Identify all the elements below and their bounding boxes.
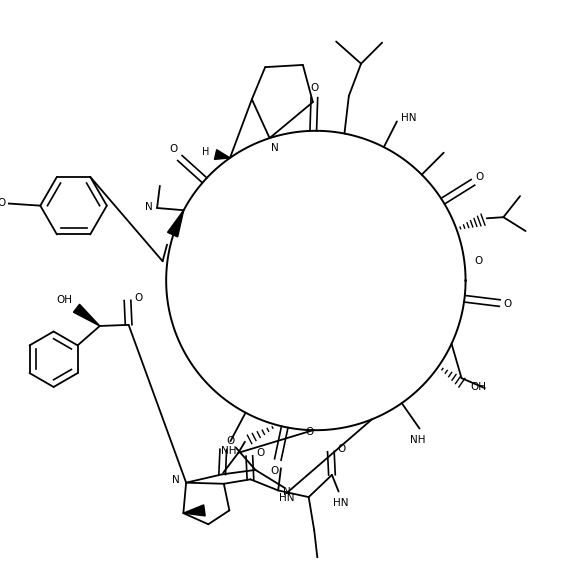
Text: O: O [305, 427, 314, 436]
Text: N: N [283, 486, 291, 496]
Polygon shape [168, 210, 184, 237]
Text: O: O [256, 448, 265, 458]
Text: N: N [145, 202, 153, 212]
Text: O: O [226, 436, 235, 446]
Text: OH: OH [470, 381, 486, 392]
Text: O: O [338, 444, 346, 454]
Polygon shape [183, 505, 205, 516]
Text: NH: NH [221, 446, 236, 456]
Text: O: O [475, 172, 484, 182]
Text: N: N [172, 476, 180, 485]
Text: HN: HN [279, 493, 295, 503]
Text: O: O [503, 299, 512, 309]
Text: N: N [271, 143, 279, 153]
Text: O: O [0, 198, 6, 208]
Text: NH: NH [409, 435, 425, 445]
Text: O: O [270, 466, 279, 476]
Text: O: O [310, 82, 319, 93]
Text: OH: OH [56, 295, 72, 305]
Polygon shape [214, 150, 230, 159]
Text: O: O [474, 256, 482, 265]
Polygon shape [73, 304, 100, 326]
Text: HN: HN [402, 113, 417, 123]
Text: O: O [134, 293, 143, 304]
Text: O: O [169, 144, 177, 154]
Text: HN: HN [333, 498, 349, 508]
Text: H: H [202, 148, 210, 157]
